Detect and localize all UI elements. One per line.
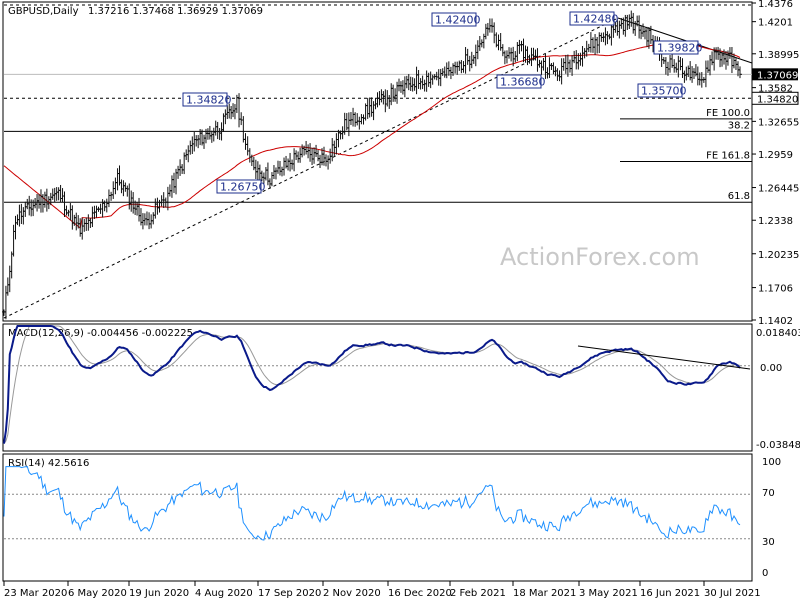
level-tag-text: 1.34820 (757, 94, 798, 105)
fib-label: FE 161.8 (706, 151, 750, 162)
price-label: 1.35700 (637, 83, 687, 98)
price-panel-title: GBPUSD,Daily (8, 6, 79, 17)
time-axis-label: 30 Jul 2021 (704, 588, 761, 599)
rsi-panel-frame (2, 453, 753, 582)
time-axis-label: 23 Mar 2020 (4, 588, 67, 599)
rsi-tick-70: 70 (762, 488, 775, 499)
watermark: ActionForex.com (500, 243, 700, 271)
time-axis-label: 19 Jun 2020 (129, 588, 189, 599)
time-axis-label: 16 Dec 2020 (388, 588, 452, 599)
rsi-tick-100: 100 (762, 457, 781, 468)
time-axis-label: 16 Jun 2021 (640, 588, 700, 599)
price-label: 1.34820 (182, 92, 232, 107)
price-label-text: 1.26750 (220, 181, 266, 194)
price-label-box (182, 92, 228, 107)
price-axis-label: 1.38995 (758, 50, 799, 61)
price-axis-label: 1.2338 (758, 216, 793, 227)
time-axis-label: 6 May 2020 (68, 588, 127, 599)
price-panel-ohlc: 1.37216 1.37468 1.36929 1.37069 (88, 6, 263, 17)
rsi-line (3, 466, 741, 541)
price-label-box (431, 12, 477, 27)
rsi-tick-0: 0 (762, 568, 768, 579)
price-axis-label: 1.1706 (758, 284, 793, 295)
macd-tick-top: 0.018403 (756, 328, 800, 339)
price-label-box (216, 179, 262, 194)
current-price-tag-bg (752, 68, 798, 81)
price-axis-label: 1.3582 (758, 84, 793, 95)
price-axis-label: 1.2959 (758, 150, 793, 161)
price-label-box (496, 74, 542, 89)
price-label-text: 1.39820 (657, 42, 703, 55)
price-axis-label: 1.1402 (758, 316, 793, 327)
level-tag-bg (751, 91, 799, 105)
rsi-panel-title: RSI(14) 42.5616 (8, 458, 89, 469)
fib-label: 38.2 (728, 120, 750, 131)
time-axis-label: 18 Mar 2021 (513, 588, 576, 599)
price-axis-label: 1.20235 (758, 250, 799, 261)
macd-line (3, 325, 741, 444)
price-axis-label: 1.26445 (758, 184, 799, 195)
price-label-text: 1.42400 (435, 14, 481, 27)
price-label-text: 1.34820 (186, 94, 232, 107)
fib-label: 61.8 (728, 191, 750, 202)
price-label-text: 1.42480 (573, 13, 619, 26)
moving-average-line (3, 42, 741, 229)
price-label: 1.42480 (569, 11, 619, 26)
time-axis-label: 2 Nov 2020 (323, 588, 381, 599)
price-axis-label: 1.32655 (758, 117, 799, 128)
price-label: 1.26750 (216, 179, 266, 194)
macd-tick-bottom: -0.038483 (756, 440, 800, 451)
fib-label: FE 100.0 (706, 108, 750, 119)
macd-tick-zero: 0.00 (760, 363, 782, 374)
time-axis-label: 2 Feb 2021 (450, 588, 506, 599)
price-axis-label: 1.4376 (758, 0, 793, 10)
time-axis-label: 4 Aug 2020 (195, 588, 253, 599)
macd-panel-title: MACD(12,26,9) -0.004456 -0.002225 (8, 328, 193, 339)
price-label: 1.42400 (431, 12, 481, 27)
price-label-text: 1.36680 (500, 76, 546, 89)
price-label: 1.39820 (653, 40, 703, 55)
time-axis-label: 17 Sep 2020 (258, 588, 321, 599)
price-label-box (569, 11, 615, 26)
price-label-box (637, 83, 683, 98)
rsi-tick-30: 30 (762, 537, 775, 548)
price-label-box (653, 40, 699, 55)
macd-trendline (577, 345, 751, 370)
time-axis-label: 3 May 2021 (579, 588, 638, 599)
price-label: 1.36680 (496, 74, 546, 89)
price-axis-label: 1.4201 (758, 18, 793, 29)
price-label-text: 1.35700 (641, 85, 687, 98)
current-price-tag-text: 1.37069 (757, 70, 798, 81)
